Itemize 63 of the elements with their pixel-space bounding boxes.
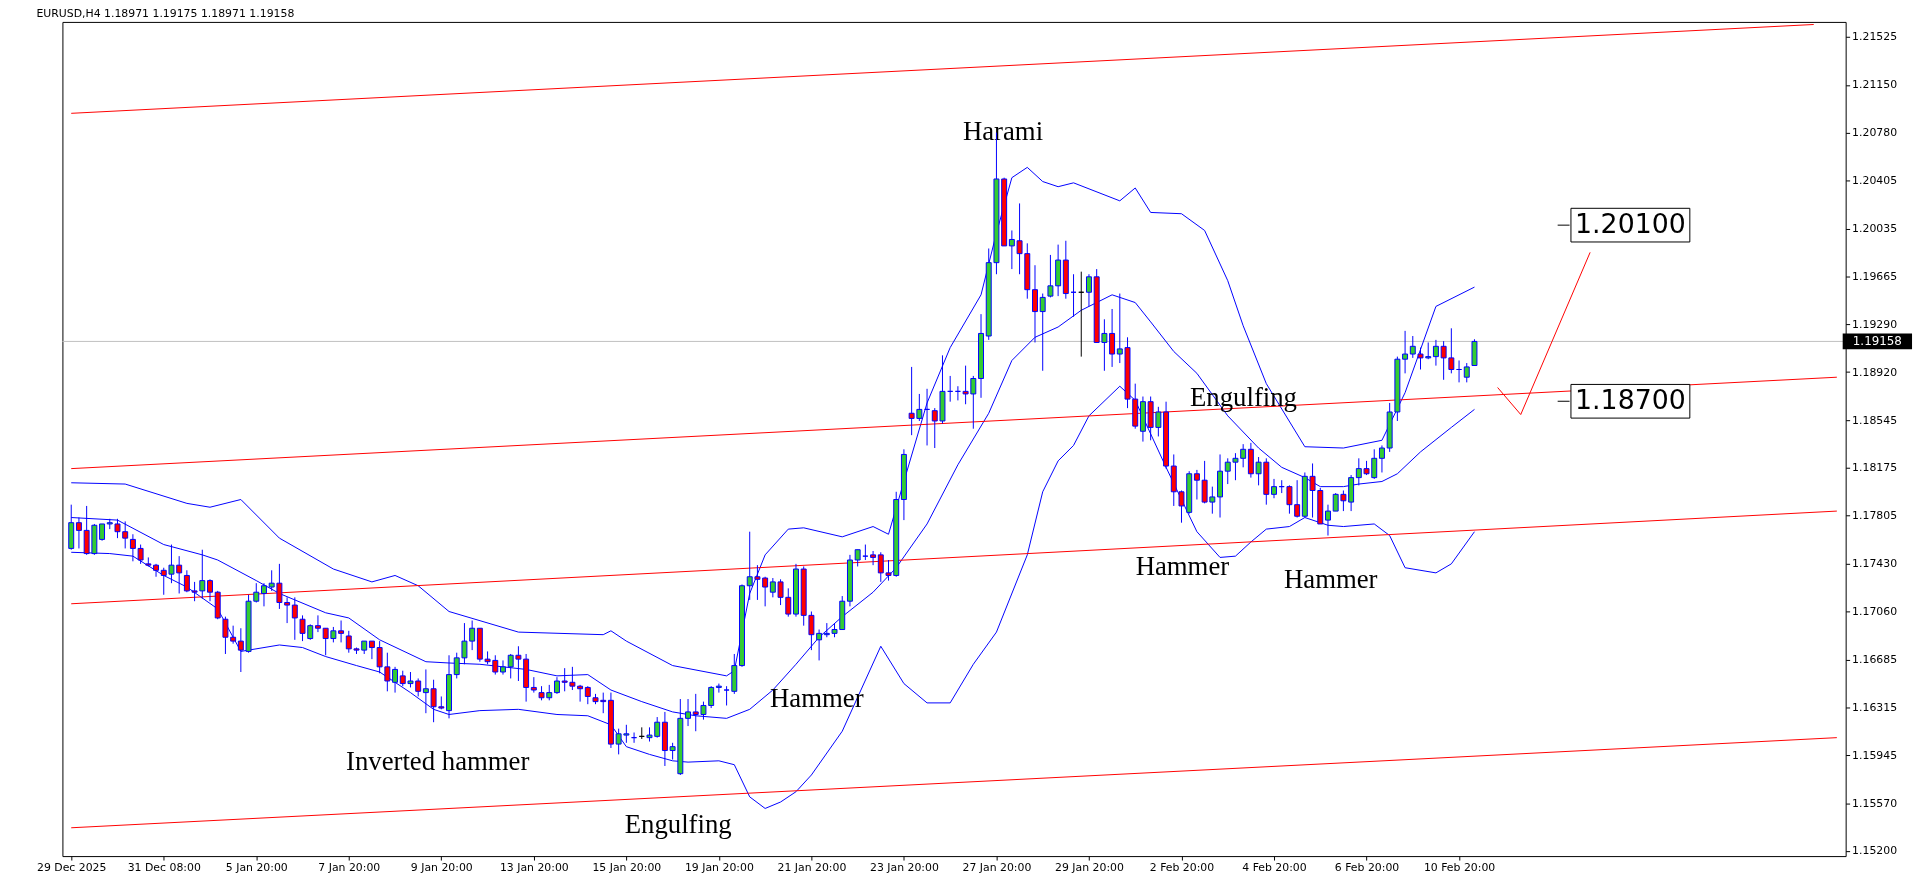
y-tick-label: 1.19665: [1852, 269, 1898, 283]
x-tick-label: 23 Jan 20:00: [869, 861, 939, 875]
annotation: Hammer: [1283, 564, 1378, 595]
x-tick-label: 6 Feb 20:00: [1334, 861, 1400, 875]
candlestick: [723, 685, 730, 706]
chart-title: EURUSD,H4 1.18971 1.19175 1.18971 1.19158: [36, 6, 295, 20]
annotation: 1.20100: [1575, 208, 1686, 240]
x-tick-label: 31 Dec 08:00: [127, 861, 201, 875]
x-tick-label: 9 Jan 20:00: [410, 861, 473, 875]
x-tick-label: 5 Jan 20:00: [225, 861, 288, 875]
candlestick: [715, 683, 722, 694]
y-tick-label: 1.15570: [1852, 796, 1898, 810]
y-tick-label: 1.20780: [1852, 126, 1898, 140]
candlestick: [392, 666, 399, 694]
ref-line-label: 1.19158: [1852, 334, 1902, 349]
x-tick-label: 13 Jan 20:00: [499, 861, 569, 875]
x-tick-label: 29 Jan 20:00: [1055, 861, 1124, 875]
y-tick-label: 1.16315: [1852, 700, 1898, 714]
x-tick-label: 21 Jan 20:00: [777, 861, 847, 875]
x-tick-label: 4 Feb 20:00: [1242, 861, 1307, 875]
annotation: Engulfing: [624, 809, 732, 840]
annotation: 1.18700: [1575, 384, 1686, 416]
annotation: Harami: [962, 116, 1044, 147]
candlestick: [261, 582, 267, 607]
y-tick-label: 1.17805: [1852, 509, 1898, 523]
y-tick-label: 1.15945: [1852, 748, 1898, 762]
candlestick: [153, 563, 160, 578]
y-tick-label: 1.20035: [1852, 222, 1898, 235]
candlestick: [1271, 478, 1277, 499]
y-tick-label: 1.19290: [1852, 317, 1898, 331]
y-tick-label: 1.21150: [1852, 78, 1898, 92]
candlestick: [1378, 444, 1385, 473]
candlestick: [870, 550, 877, 566]
y-tick-label: 1.17430: [1852, 557, 1898, 571]
annotation: Hammer: [1135, 550, 1230, 581]
x-tick-label: 2 Feb 20:00: [1149, 861, 1215, 875]
candlestick: [500, 659, 506, 676]
x-tick-label: 10 Feb 20:00: [1423, 861, 1496, 875]
y-tick-label: 1.17060: [1852, 604, 1898, 618]
y-tick-label: 1.21525: [1852, 30, 1898, 44]
x-tick-label: 19 Jan 20:00: [684, 861, 754, 875]
x-tick-label: 27 Jan 20:00: [962, 861, 1032, 875]
candlestick: [1402, 330, 1409, 374]
y-tick-label: 1.18545: [1852, 413, 1898, 427]
x-tick-label: 29 Dec 2025: [36, 861, 107, 875]
candlestick: [338, 620, 345, 643]
candlestick: [75, 517, 82, 549]
annotation: Inverted hammer: [346, 746, 530, 777]
candlestick: [368, 640, 375, 660]
candlestick: [1463, 362, 1470, 383]
y-tick-label: 1.15200: [1852, 844, 1898, 858]
y-tick-label: 1.18175: [1852, 461, 1898, 475]
candlestick: [291, 596, 298, 641]
candlestick: [584, 685, 591, 705]
x-tick-label: 15 Jan 20:00: [592, 861, 662, 875]
y-tick-label: 1.16685: [1852, 653, 1898, 667]
x-tick-label: 7 Jan 20:00: [318, 861, 381, 875]
candlestick: [1432, 339, 1439, 367]
y-tick-label: 1.20405: [1852, 174, 1898, 188]
candlestick: [1325, 504, 1331, 537]
y-tick-label: 1.18920: [1852, 365, 1898, 379]
candlestick: [207, 578, 213, 602]
candlestick: [314, 614, 321, 633]
